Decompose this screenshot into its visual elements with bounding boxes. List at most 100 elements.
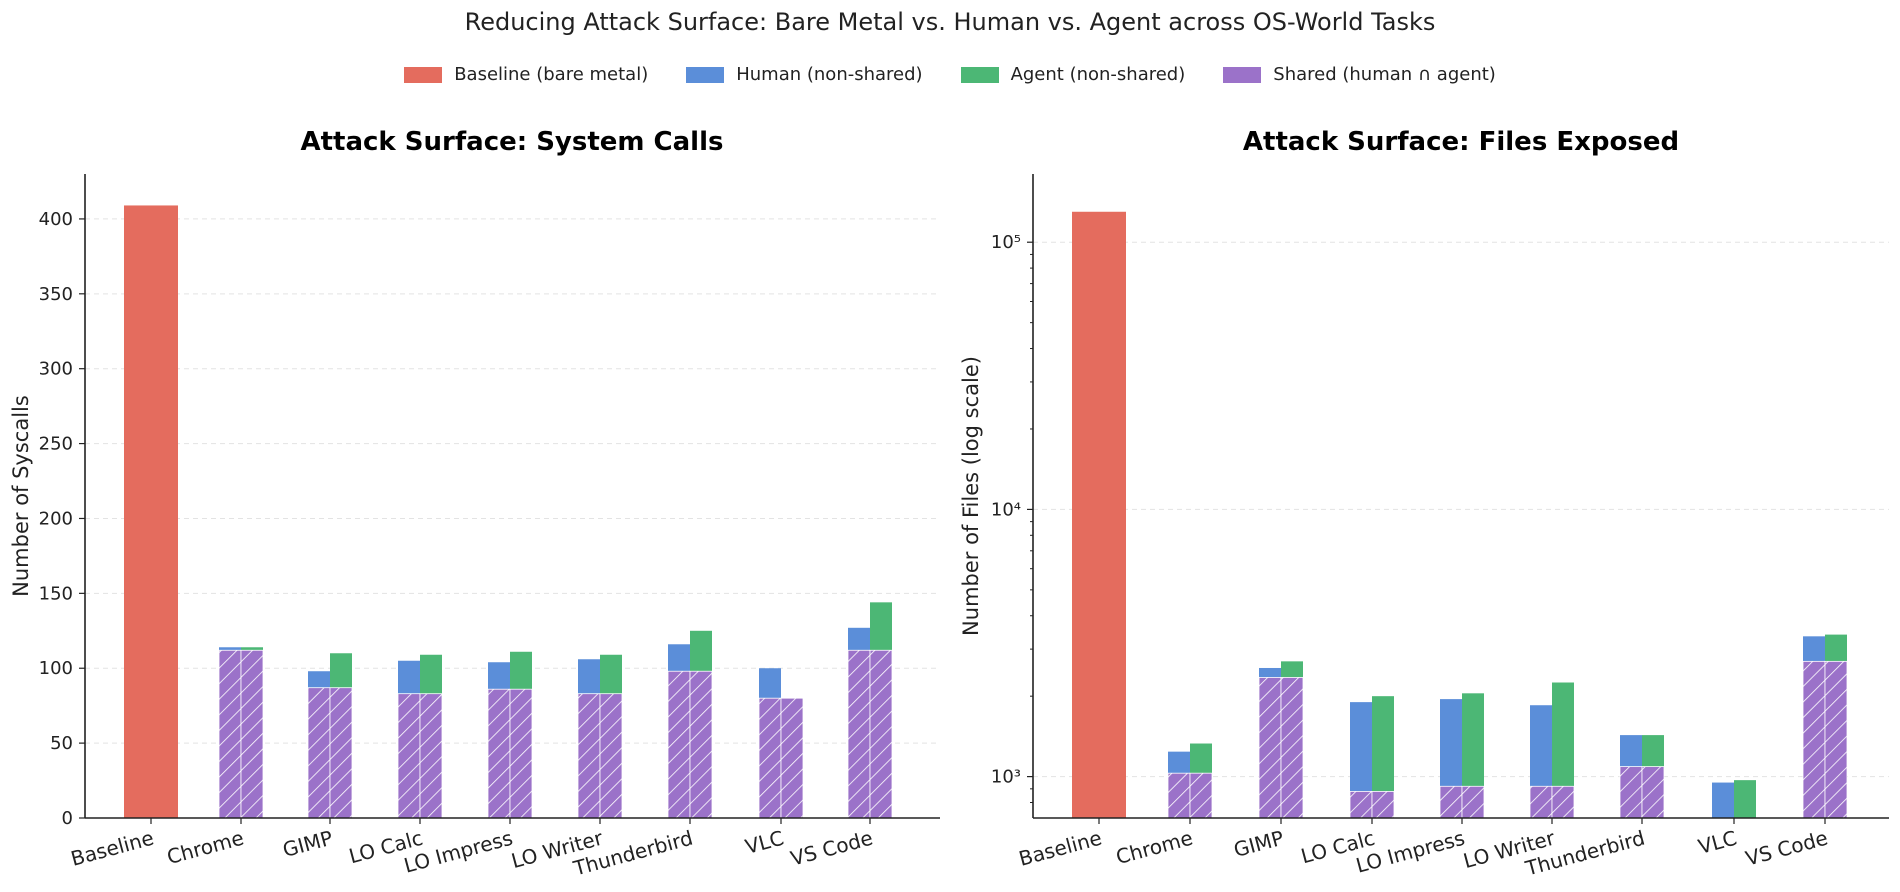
bar-agent-shared (689, 670, 713, 819)
bar-agent-shared (240, 649, 264, 819)
bar-human-shared (1802, 660, 1826, 819)
legend-swatch-baseline (404, 66, 443, 83)
bar-agent-nonshared (1281, 661, 1303, 678)
bar-agent-nonshared (1372, 696, 1394, 792)
bar-agent-shared (329, 687, 353, 819)
panel-title: Attack Surface: System Calls (301, 127, 724, 157)
y-tick-label: 10³ (991, 767, 1021, 788)
y-tick-label: 50 (50, 733, 73, 754)
bar-baseline (1072, 211, 1126, 818)
bar-agent-shared (1280, 677, 1304, 819)
y-tick-label: 250 (39, 434, 73, 455)
legend-item-agent: Agent (non-shared) (960, 64, 1186, 85)
bar-human-nonshared (308, 671, 330, 688)
bar-human-shared (1529, 785, 1553, 819)
bar-agent-nonshared (420, 654, 442, 694)
bar-agent-shared (509, 688, 533, 819)
x-tick-label: Chrome (164, 826, 246, 869)
y-tick-label: 200 (39, 508, 73, 529)
bar-human-nonshared (1168, 751, 1190, 774)
bar-agent-shared (1189, 772, 1213, 819)
legend-swatch-shared (1223, 66, 1262, 83)
x-tick-label: Baseline (68, 826, 156, 871)
bar-human-shared (1619, 766, 1643, 819)
y-axis-label: Number of Files (log scale) (959, 356, 983, 636)
bar-human-shared (577, 693, 601, 819)
legend-label-human: Human (non-shared) (736, 64, 923, 85)
syscalls-chart: Attack Surface: System Calls 0 50 100 150 200… (9, 127, 940, 881)
bar-human-shared (758, 697, 782, 819)
bar-agent-nonshared (510, 651, 532, 690)
legend-item-shared: Shared (human ∩ agent) (1223, 64, 1496, 85)
bar-agent-nonshared (330, 653, 352, 688)
bar-agent-shared (1641, 766, 1665, 819)
bar-agent-nonshared (1642, 735, 1664, 767)
bar-agent-nonshared (600, 654, 622, 694)
bar-human-shared (667, 670, 691, 819)
x-tick-label: VS Code (788, 826, 875, 871)
bar-human-shared (397, 693, 421, 819)
bar-agent-shared (1371, 791, 1395, 819)
bar-human-shared (1349, 791, 1373, 819)
bar-human-nonshared (219, 647, 241, 651)
bar-agent-shared (1461, 785, 1485, 819)
y-tick-label: 300 (39, 359, 73, 380)
x-tick-label: GIMP (1231, 826, 1286, 862)
bar-human-nonshared (1440, 699, 1462, 787)
x-tick-label: Chrome (1113, 826, 1195, 869)
bar-agent-shared (599, 693, 623, 819)
legend-label-agent: Agent (non-shared) (1010, 64, 1186, 85)
bar-human-nonshared (668, 644, 690, 672)
bar-human-nonshared (1350, 702, 1372, 792)
bar-agent-nonshared (1552, 682, 1574, 787)
legend-swatch-human (686, 66, 725, 83)
bar-baseline (124, 205, 178, 818)
bar-human-shared (487, 688, 511, 819)
bar-human-nonshared (1620, 735, 1642, 767)
bar-human-nonshared (1803, 636, 1825, 662)
bar-human-nonshared (1712, 782, 1734, 818)
figure-title: Reducing Attack Surface: Bare Metal vs. … (464, 8, 1436, 36)
legend: Baseline (bare metal) Human (non-shared)… (0, 64, 1900, 85)
y-tick-label: 10⁴ (991, 499, 1021, 520)
bar-agent-shared (419, 693, 443, 819)
bar-agent-nonshared (1190, 743, 1212, 774)
legend-swatch-agent (960, 66, 999, 83)
bar-agent-nonshared (241, 647, 263, 651)
x-tick-label: VLC (1696, 826, 1740, 859)
bar-agent-shared (1551, 785, 1575, 819)
legend-label-baseline: Baseline (bare metal) (454, 64, 649, 85)
x-tick-label: Baseline (1016, 826, 1104, 871)
bar-human-shared (1258, 677, 1282, 819)
y-tick-label: 10⁵ (991, 232, 1021, 253)
legend-item-baseline: Baseline (bare metal) (404, 64, 648, 85)
bar-human-shared (847, 649, 871, 819)
bar-human-nonshared (488, 662, 510, 690)
x-tick-label: VS Code (1743, 826, 1830, 871)
y-tick-label: 100 (39, 658, 73, 679)
bar-agent-nonshared (690, 630, 712, 672)
files-chart: Attack Surface: Files Exposed 10³ 10⁴ 10⁵ Nu… (959, 127, 1889, 881)
y-tick-label: 350 (39, 284, 73, 305)
bar-human-shared (1439, 785, 1463, 819)
panel-title: Attack Surface: Files Exposed (1243, 127, 1679, 157)
bar-human-nonshared (848, 627, 870, 651)
bar-human-shared (218, 649, 242, 819)
legend-label-shared: Shared (human ∩ agent) (1273, 64, 1496, 85)
bar-agent-nonshared (1462, 693, 1484, 787)
bar-agent-shared (1824, 660, 1848, 819)
legend-item-human: Human (non-shared) (686, 64, 923, 85)
y-tick-label: 150 (39, 583, 73, 604)
bar-human-shared (307, 687, 331, 819)
bar-human-nonshared (759, 668, 781, 699)
y-axis-label: Number of Syscalls (9, 395, 33, 597)
bar-human-shared (1167, 772, 1191, 819)
bar-human-nonshared (1259, 667, 1281, 678)
bar-human-nonshared (578, 659, 600, 694)
bar-agent-nonshared (870, 602, 892, 651)
y-tick-label: 0 (62, 808, 73, 829)
bar-human-nonshared (398, 660, 420, 694)
x-tick-label: VLC (743, 826, 787, 859)
x-tick-label: GIMP (280, 826, 335, 862)
